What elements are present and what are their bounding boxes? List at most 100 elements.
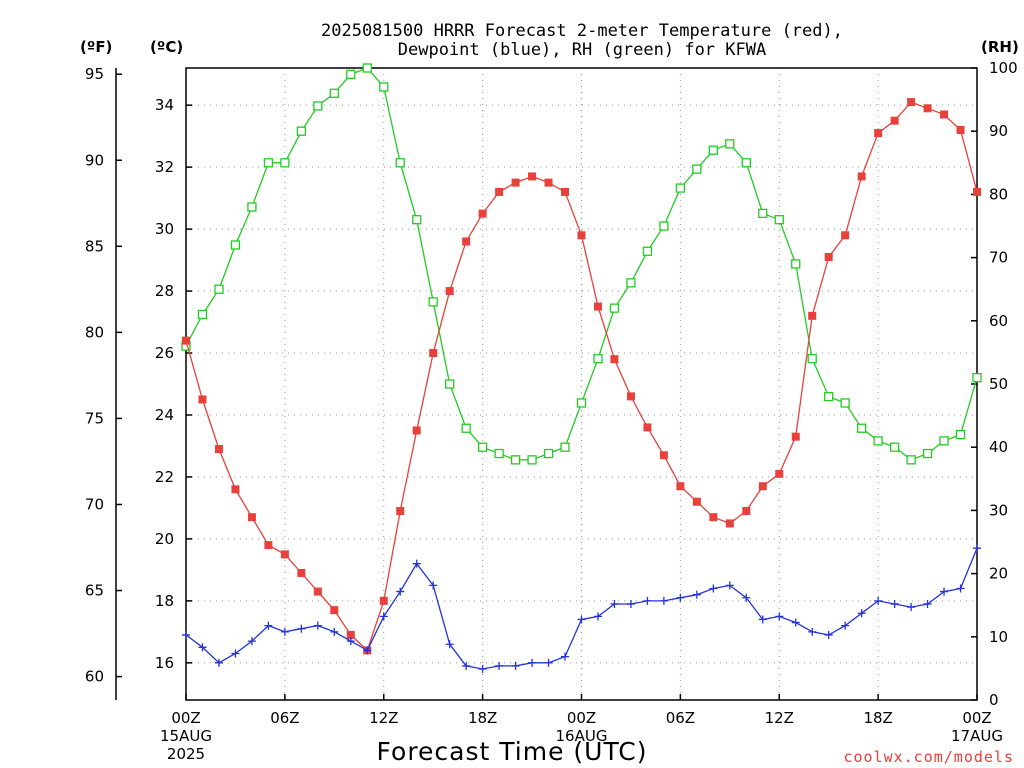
rh-point xyxy=(247,202,257,212)
celsius-tick-label: 28 xyxy=(155,282,174,300)
rh-point xyxy=(461,423,471,433)
rh-tick-label: 60 xyxy=(989,312,1008,330)
temperature-point xyxy=(214,445,223,454)
rh-point xyxy=(197,309,208,320)
rh-point xyxy=(939,436,949,446)
celsius-tick-label: 24 xyxy=(155,406,174,424)
dewpoint-point xyxy=(511,661,520,670)
dewpoint-point xyxy=(775,612,784,621)
rh-unit-label: (RH) xyxy=(981,38,1019,56)
dewpoint-point xyxy=(297,624,306,633)
dewpoint-point xyxy=(346,637,355,646)
celsius-tick-label: 34 xyxy=(155,96,174,114)
rh-point xyxy=(807,354,817,364)
credit-label: coolwx.com/models xyxy=(843,748,1014,766)
temperature-point xyxy=(313,587,322,596)
fahrenheit-tick-label: 85 xyxy=(85,237,104,255)
rh-point xyxy=(791,259,801,269)
rh-point xyxy=(725,139,735,149)
rh-point xyxy=(856,423,867,433)
temperature-point xyxy=(198,395,207,404)
temperature-point xyxy=(330,606,339,615)
dewpoint-point xyxy=(890,599,899,608)
dewpoint-point xyxy=(692,590,701,599)
dewpoint-point xyxy=(626,599,635,608)
rh-point xyxy=(494,448,504,459)
temperature-point xyxy=(923,104,932,113)
dewpoint-point xyxy=(940,587,949,596)
rh-point xyxy=(758,208,768,219)
rh-tick-label: 0 xyxy=(989,691,999,709)
rh-tick-label: 80 xyxy=(989,185,1008,203)
dewpoint-point xyxy=(231,649,240,658)
dewpoint-point xyxy=(593,612,602,621)
rh-point xyxy=(379,82,389,92)
dewpoint-point xyxy=(528,658,537,667)
rh-point xyxy=(527,455,537,465)
rh-point xyxy=(362,63,372,73)
temperature-point xyxy=(709,513,718,522)
dewpoint-point xyxy=(396,587,405,596)
rh-point xyxy=(889,442,900,452)
temperature-point xyxy=(231,485,240,494)
dewpoint-point xyxy=(659,596,668,605)
x-tick-label: 00Z xyxy=(171,709,200,727)
dewpoint-point xyxy=(742,593,751,602)
rh-tick-label: 70 xyxy=(989,249,1008,267)
celsius-tick-label: 26 xyxy=(155,344,174,362)
temperature-point xyxy=(544,178,553,187)
temperature-point xyxy=(907,98,916,107)
rh-tick-label: 50 xyxy=(989,375,1008,393)
rh-point xyxy=(214,284,224,294)
x-tick-date-label: 16AUG xyxy=(556,727,608,745)
fahrenheit-tick-label: 95 xyxy=(85,65,104,83)
x-tick-date-label: 17AUG xyxy=(951,727,1003,745)
temperature-point xyxy=(775,469,784,478)
dewpoint-point xyxy=(956,584,965,593)
axes: 60 65 70 75 80 85 90 95 16 18 20 22 24 26 28 30 32 34 0 10 2… xyxy=(85,59,1018,763)
rh-point xyxy=(659,221,669,231)
rh-point xyxy=(774,215,784,225)
dewpoint-point xyxy=(907,603,916,612)
temperature-point xyxy=(841,231,850,240)
temperature-point xyxy=(561,187,570,196)
fahrenheit-tick-label: 60 xyxy=(85,668,104,686)
dewpoint-point xyxy=(544,658,553,667)
rh-point xyxy=(692,164,702,174)
temperature-point xyxy=(956,125,965,134)
dewpoint-point xyxy=(412,559,421,568)
dewpoint-point xyxy=(709,584,718,593)
x-tick-label: 12Z xyxy=(369,709,398,727)
dewpoint-point xyxy=(313,621,322,630)
temperature-point xyxy=(429,349,438,358)
chart-title-line1: 2025081500 HRRR Forecast 2-meter Tempera… xyxy=(321,21,843,41)
fahrenheit-tick-label: 75 xyxy=(85,409,104,427)
rh-point xyxy=(873,436,883,446)
celsius-tick-label: 16 xyxy=(155,654,174,672)
rh-point xyxy=(560,442,570,452)
rh-point xyxy=(609,303,620,313)
rh-tick-label: 100 xyxy=(989,59,1018,77)
rh-point xyxy=(576,398,587,408)
dewpoint-point xyxy=(676,593,685,602)
rh-point xyxy=(510,455,521,465)
rh-point xyxy=(741,158,751,168)
dewpoint-point xyxy=(478,665,487,674)
celsius-unit-label: (ºC) xyxy=(150,38,183,56)
rh-tick-label: 90 xyxy=(989,122,1008,140)
chart-title-line2: Dewpoint (blue), RH (green) for KFWA xyxy=(398,40,766,60)
dewpoint-point xyxy=(363,646,372,655)
temperature-point xyxy=(742,507,751,516)
fahrenheit-tick-label: 90 xyxy=(85,151,104,169)
temperature-point xyxy=(808,311,817,320)
x-axis-title: Forecast Time (UTC) xyxy=(377,737,648,766)
rh-point xyxy=(445,379,455,389)
series xyxy=(181,63,982,674)
celsius-tick-label: 22 xyxy=(155,468,174,486)
dewpoint-point xyxy=(495,661,504,670)
x-tick-label: 06Z xyxy=(270,709,299,727)
fahrenheit-unit-label: (ºF) xyxy=(80,38,112,56)
celsius-tick-label: 32 xyxy=(155,158,174,176)
temperature-line xyxy=(185,101,978,652)
celsius-tick-label: 18 xyxy=(155,592,174,610)
